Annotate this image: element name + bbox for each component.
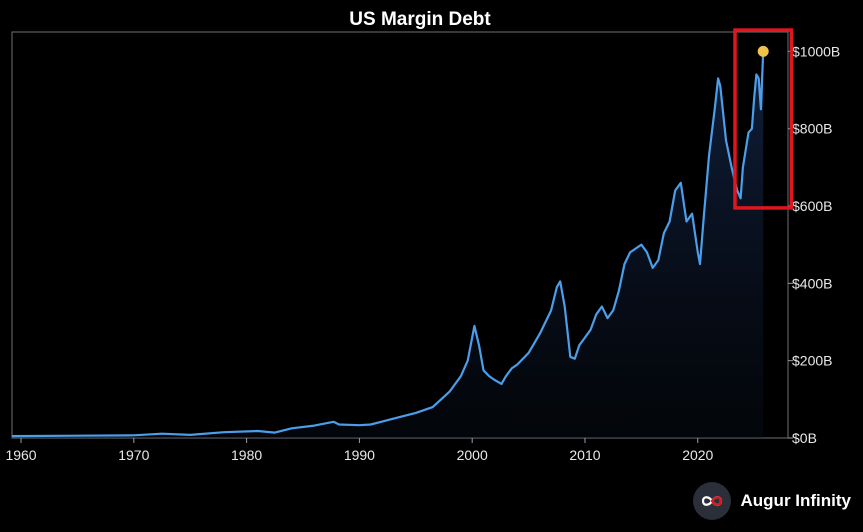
area-layer	[12, 51, 764, 439]
series-line	[11, 51, 765, 438]
infinity-icon	[692, 482, 731, 520]
highlight-layer	[733, 28, 794, 210]
highlight-box	[733, 28, 794, 210]
x-axis: 1960 1970 1980 1990 2000 2010 2020	[5, 438, 714, 463]
series-area	[12, 51, 764, 439]
x-tick-label: 1960	[5, 447, 36, 463]
brand: Augur Infinity	[692, 482, 851, 520]
line-layer	[11, 51, 765, 438]
x-tick-label: 1990	[344, 447, 375, 463]
chart-title: US Margin Debt	[349, 9, 491, 30]
y-axis: $0B $200B $400B $600B $800B $1000B	[788, 43, 840, 446]
x-tick-label: 2000	[457, 447, 488, 463]
y-tick-label: $1000B	[792, 43, 840, 59]
y-tick-label: $400B	[792, 275, 832, 291]
y-tick-label: $200B	[792, 353, 832, 369]
y-tick-label: $0B	[792, 430, 817, 446]
y-tick-label: $600B	[792, 198, 832, 214]
x-tick-label: 1980	[231, 447, 262, 463]
x-tick-label: 1970	[118, 447, 149, 463]
latest-value-marker	[757, 45, 769, 57]
x-tick-label: 2020	[682, 447, 713, 463]
x-tick-label: 2010	[569, 447, 600, 463]
brand-name: Augur Infinity	[740, 491, 851, 510]
chart-svg: US Margin Debt 1960 1970 1980 1990 2000 2010 2…	[5, 9, 840, 463]
y-tick-label: $800B	[792, 121, 832, 137]
